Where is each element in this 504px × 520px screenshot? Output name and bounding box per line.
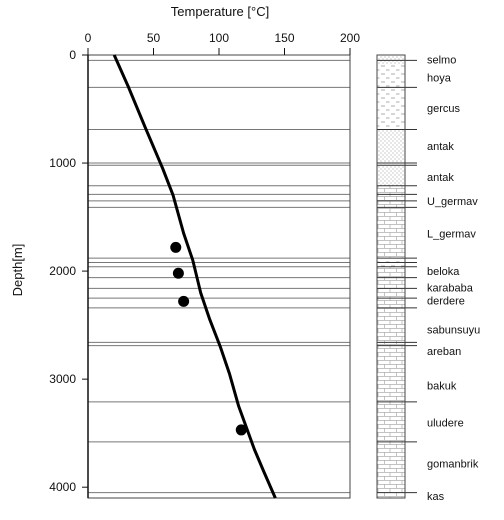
y-tick-label: 0	[69, 48, 76, 62]
temperature-profile-line	[112, 54, 277, 499]
x-axis-ticks: 0 50 100 150 200	[85, 31, 360, 55]
formation-label: kas	[427, 491, 445, 503]
x-tick-label: 50	[147, 31, 161, 45]
measured-point	[178, 295, 190, 307]
x-axis-title: Temperature [°C]	[171, 4, 269, 19]
lithology-unit	[377, 55, 405, 65]
lithology-unit	[377, 345, 405, 498]
measured-point	[172, 267, 184, 279]
formation-label: uludere	[427, 417, 464, 429]
measured-point	[235, 424, 247, 436]
lithology-unit	[377, 129, 405, 186]
y-tick-label: 4000	[49, 480, 76, 494]
formation-label: karababa	[427, 282, 474, 294]
formation-label: gercus	[427, 103, 461, 115]
formation-label: beloka	[427, 266, 460, 278]
measured-point	[170, 241, 182, 253]
x-tick-label: 100	[209, 31, 229, 45]
lithology-unit	[377, 185, 405, 259]
formation-label: bakuk	[427, 381, 457, 393]
x-tick-label: 0	[85, 31, 92, 45]
formation-label: sabunsuyu	[427, 324, 480, 336]
formation-label: selmo	[427, 54, 456, 66]
x-tick-label: 200	[340, 31, 360, 45]
lithology-unit	[377, 64, 405, 130]
formation-label: antak	[427, 172, 454, 184]
y-tick-label: 1000	[49, 156, 76, 170]
formation-label: L_germav	[427, 228, 476, 240]
lithology-unit	[377, 266, 405, 346]
measured-temperature-points	[170, 241, 247, 436]
y-tick-label: 2000	[49, 264, 76, 278]
plot-frame	[87, 54, 351, 499]
formation-label: U_germav	[427, 196, 478, 208]
column-frame	[376, 54, 406, 499]
formation-label: gomanbrik	[427, 458, 479, 470]
y-axis-ticks: 0 1000 2000 3000 4000	[49, 48, 88, 494]
formation-label: areban	[427, 346, 461, 358]
formation-labels: selmo hoya gercus antak antak U_germav L_germa…	[427, 54, 480, 503]
lithology-column	[376, 54, 417, 499]
formation-boundary-lines	[88, 59, 350, 494]
y-axis-title: Depth[m]	[10, 244, 25, 297]
formation-label: derdere	[427, 295, 465, 307]
x-tick-label: 150	[274, 31, 294, 45]
formation-label: hoya	[427, 73, 452, 85]
formation-label: antak	[427, 141, 454, 153]
y-tick-label: 3000	[49, 372, 76, 386]
